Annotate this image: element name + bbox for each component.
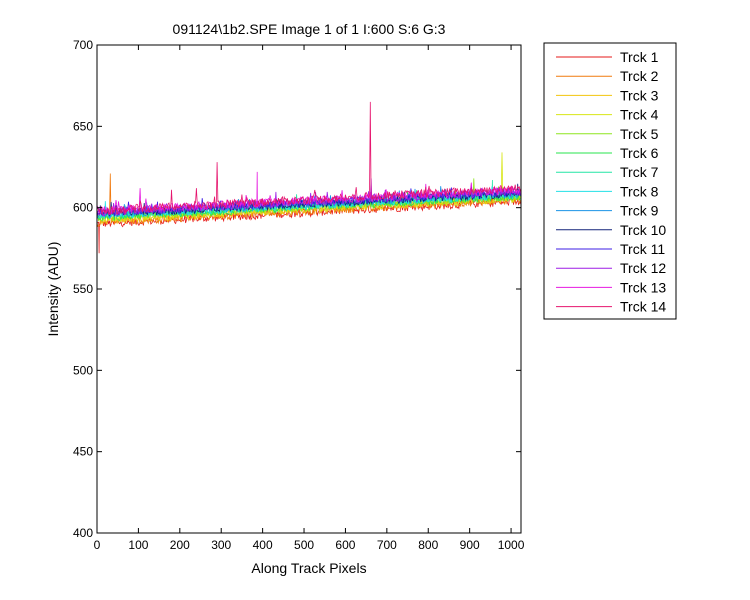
legend-label-6: Trck 6 <box>620 145 659 161</box>
legend-label-5: Trck 5 <box>620 126 659 142</box>
x-tick-label: 300 <box>211 538 231 552</box>
legend-label-10: Trck 10 <box>620 222 666 238</box>
axes-box <box>96 44 522 534</box>
y-tick-label: 550 <box>73 282 93 296</box>
x-axis-label: Along Track Pixels <box>251 560 366 576</box>
legend-label-3: Trck 3 <box>620 87 659 103</box>
series-line-14 <box>96 101 522 216</box>
legend-box <box>543 42 677 320</box>
x-tick-label: 600 <box>335 538 355 552</box>
legend-label-8: Trck 8 <box>620 183 659 199</box>
x-tick-label: 1000 <box>498 538 525 552</box>
y-tick-label: 600 <box>73 201 93 215</box>
legend-label-2: Trck 2 <box>620 68 659 84</box>
x-tick-label: 200 <box>170 538 190 552</box>
y-tick-label: 700 <box>73 38 93 52</box>
legend-label-1: Trck 1 <box>620 49 659 65</box>
x-tick-label: 0 <box>94 538 101 552</box>
y-tick-label: 450 <box>73 445 93 459</box>
chart-title: 091124\1b2.SPE Image 1 of 1 I:600 S:6 G:… <box>173 21 446 37</box>
legend: Trck 1 Trck 2 Trck 3 Trck 4 Trck 5 Trck 6 Trck… <box>543 42 677 320</box>
y-tick-label: 500 <box>73 363 93 377</box>
legend-label-13: Trck 13 <box>620 279 666 295</box>
y-tick-label: 650 <box>73 119 93 133</box>
plot-area <box>96 101 522 254</box>
legend-label-12: Trck 12 <box>620 260 666 276</box>
legend-label-7: Trck 7 <box>620 164 659 180</box>
x-tick-label: 100 <box>128 538 148 552</box>
x-tick-label: 800 <box>418 538 438 552</box>
y-tick-label: 400 <box>73 526 93 540</box>
x-tick-label: 900 <box>460 538 480 552</box>
legend-label-4: Trck 4 <box>620 107 659 123</box>
legend-label-9: Trck 9 <box>620 203 659 219</box>
x-axis: 0 100 200 300 400 500 600 700 800 900 1000 <box>94 45 525 552</box>
x-tick-label: 500 <box>294 538 314 552</box>
x-tick-label: 700 <box>377 538 397 552</box>
y-axis-label: Intensity (ADU) <box>45 242 61 337</box>
legend-label-11: Trck 11 <box>620 241 665 257</box>
x-tick-label: 400 <box>253 538 273 552</box>
y-axis: 400 450 500 550 600 650 700 <box>73 38 521 540</box>
legend-label-14: Trck 14 <box>620 299 666 315</box>
